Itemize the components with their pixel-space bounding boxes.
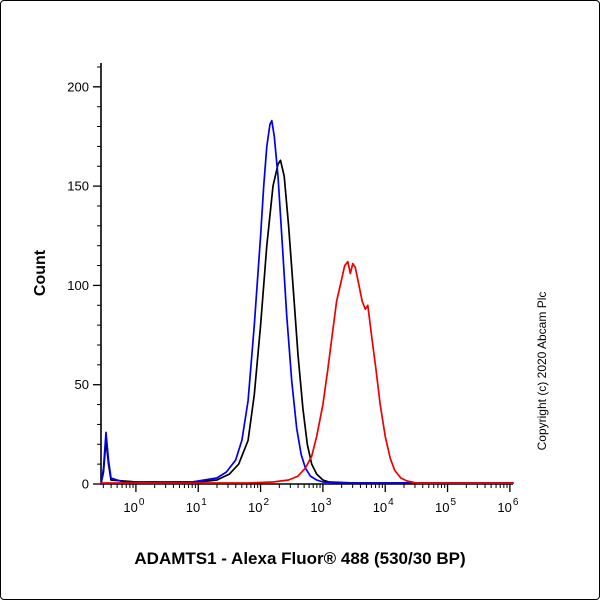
curve-red-curve: [100, 260, 514, 484]
y-tick-label: 50: [75, 377, 89, 392]
x-tick-label: 103: [310, 497, 331, 515]
x-axis-title: ADAMTS1 - Alexa Fluor® 488 (530/30 BP): [134, 549, 466, 568]
y-tick-label: 200: [67, 79, 89, 94]
x-tick-label: 106: [497, 497, 518, 515]
curve-black-curve: [100, 159, 514, 485]
x-tick-label: 104: [373, 497, 394, 515]
x-tick-label: 100: [123, 497, 144, 515]
x-tick-label: 101: [186, 497, 207, 515]
y-tick-label: 150: [67, 179, 89, 194]
y-axis-label: Count: [32, 249, 49, 297]
y-tick-label: 0: [82, 477, 89, 492]
x-tick-label: 105: [435, 497, 456, 515]
copyright-notice: Copyright (c) 2020 Abcam Plc: [535, 291, 549, 451]
curve-blue-curve: [100, 119, 514, 485]
y-tick-label: 100: [67, 278, 89, 293]
x-tick-label: 102: [248, 497, 269, 515]
